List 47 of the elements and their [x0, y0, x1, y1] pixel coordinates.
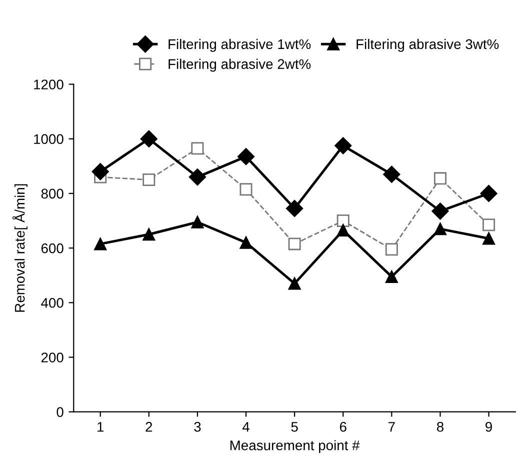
point — [191, 142, 204, 155]
point — [385, 270, 398, 283]
x-tick-label: 5 — [291, 422, 298, 432]
point — [94, 238, 107, 250]
x-tick-label: 8 — [436, 422, 444, 432]
legend-label: Filtering abrasive 3wt% — [356, 38, 499, 52]
point — [240, 236, 252, 249]
point — [434, 222, 446, 236]
point — [383, 166, 400, 183]
point — [237, 148, 255, 166]
point — [288, 277, 301, 290]
point — [336, 224, 350, 237]
y-tick-label: 200 — [41, 352, 64, 362]
point — [432, 202, 449, 220]
legend-label: Filtering abrasive 1wt% — [168, 38, 311, 52]
y-tick-label: 600 — [41, 243, 64, 254]
y-tick-label: 0 — [56, 407, 64, 418]
x-tick-label: 7 — [388, 422, 395, 432]
y-tick-label: 1000 — [34, 134, 64, 144]
point — [434, 172, 446, 185]
x-tick-label: 4 — [242, 422, 250, 432]
y-axis-title: Removal rate[ Å/min] — [12, 184, 28, 312]
point — [240, 183, 252, 196]
x-tick-label: 3 — [194, 422, 201, 432]
x-axis-title: Measurement point # — [230, 440, 360, 454]
point — [142, 174, 156, 186]
point — [482, 232, 496, 245]
x-tick-label: 2 — [146, 422, 152, 432]
point — [482, 218, 496, 232]
y-tick-label: 1200 — [34, 80, 64, 90]
legend-label: Filtering abrasive 2wt% — [168, 58, 311, 72]
point — [480, 184, 498, 202]
x-tick-label: 9 — [486, 422, 492, 432]
y-tick-label: 800 — [41, 188, 64, 199]
y-tick-label: 400 — [41, 298, 64, 308]
x-tick-label: 1 — [98, 422, 104, 432]
point — [142, 228, 156, 241]
point — [191, 216, 204, 228]
x-tick-label: 6 — [340, 422, 346, 432]
point — [286, 200, 304, 218]
point — [140, 130, 158, 148]
point — [336, 214, 350, 227]
point — [188, 168, 206, 186]
point — [385, 243, 398, 256]
point — [92, 163, 109, 180]
point — [288, 238, 301, 250]
point — [334, 137, 352, 154]
